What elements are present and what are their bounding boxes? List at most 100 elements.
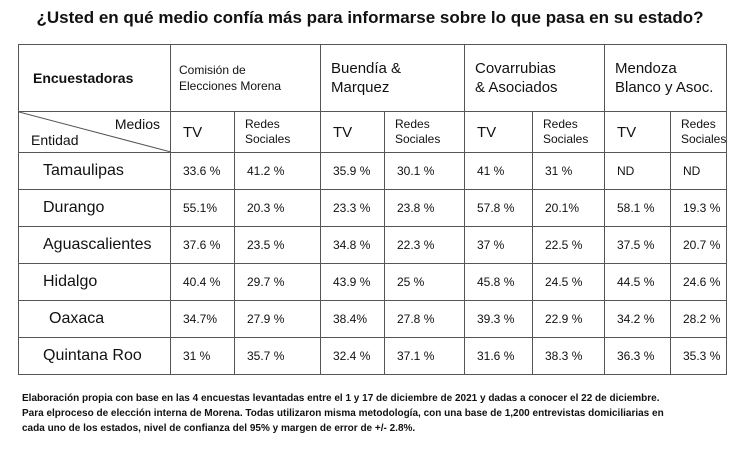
pollster-covarrubias: Covarrubias & Asociados bbox=[464, 44, 605, 112]
redes-header: Redes Sociales bbox=[384, 111, 465, 153]
value-cell: 24.6 % bbox=[669, 263, 728, 301]
value-cell: 37.1 % bbox=[384, 337, 465, 375]
sociales-line: Sociales bbox=[395, 132, 441, 146]
value-cell: 58.1 % bbox=[604, 189, 671, 227]
medios-label: Medios bbox=[114, 116, 160, 132]
value-cell: 44.5 % bbox=[604, 263, 671, 301]
value-cell: 23.8 % bbox=[384, 189, 465, 227]
tv-header: TV bbox=[464, 111, 533, 153]
note-line: cada uno de los estados, nivel de confia… bbox=[22, 423, 416, 434]
value-cell: 37.5 % bbox=[604, 226, 671, 264]
value-cell: 34.2 % bbox=[604, 300, 671, 338]
pollster-header-row: Encuestadoras Comisión de Elecciones Mor… bbox=[18, 44, 728, 112]
value-cell: 41 % bbox=[464, 152, 533, 190]
value-cell: 57.8 % bbox=[464, 189, 533, 227]
value-cell: 24.5 % bbox=[532, 263, 605, 301]
table-row: Durango 55.1% 20.3 % 23.3 % 23.8 % 57.8 % 20.1… bbox=[18, 189, 728, 227]
pollster-mendoza-blanco: Mendoza Blanco y Asoc. bbox=[603, 44, 728, 112]
tv-header: TV bbox=[604, 111, 671, 153]
value-cell: 29.7 % bbox=[234, 263, 321, 301]
tv-header: TV bbox=[170, 111, 235, 153]
value-cell: 22.5 % bbox=[532, 226, 605, 264]
note-line: Elaboración propia con base en las 4 enc… bbox=[22, 393, 660, 404]
redes-line: Redes bbox=[245, 117, 280, 131]
redes-line: Redes bbox=[395, 117, 430, 131]
value-cell: 31.6 % bbox=[464, 337, 533, 375]
table-row: Aguascalientes 37.6 % 23.5 % 34.8 % 22.3 % 37… bbox=[18, 226, 728, 264]
value-cell: 27.8 % bbox=[384, 300, 465, 338]
value-cell: 27.9 % bbox=[234, 300, 321, 338]
value-cell: 28.2 % bbox=[669, 300, 728, 338]
table-row: Hidalgo 40.4 % 29.7 % 43.9 % 25 % 45.8 % 24.5 … bbox=[18, 263, 728, 301]
pollster-name-line: Elecciones Morena bbox=[179, 79, 282, 93]
value-cell: 41.2 % bbox=[234, 152, 321, 190]
value-cell: 19.3 % bbox=[669, 189, 728, 227]
entidad-label: Entidad bbox=[31, 132, 79, 148]
pollster-buendia-marquez: Buendía & Marquez bbox=[320, 44, 465, 112]
sociales-line: Sociales bbox=[245, 132, 291, 146]
redes-header: Redes Sociales bbox=[532, 111, 605, 153]
page-title: ¿Usted en qué medio confía más para info… bbox=[36, 8, 704, 27]
entidad-cell: Hidalgo bbox=[18, 263, 171, 301]
value-cell: 31 % bbox=[532, 152, 605, 190]
redes-header: Redes Sociales bbox=[234, 111, 321, 153]
value-cell: 39.3 % bbox=[464, 300, 533, 338]
value-cell: 55.1% bbox=[170, 189, 235, 227]
value-cell: 20.3 % bbox=[234, 189, 321, 227]
pollster-name-line: & Asociados bbox=[475, 79, 558, 96]
value-cell: 32.4 % bbox=[320, 337, 385, 375]
value-cell: 37 % bbox=[464, 226, 533, 264]
value-cell: 38.3 % bbox=[532, 337, 605, 375]
medios-entidad-corner: Medios Entidad bbox=[18, 111, 171, 153]
table-row: Oaxaca 34.7% 27.9 % 38.4% 27.8 % 39.3 % 22.9 %… bbox=[18, 300, 728, 338]
value-cell: 31 % bbox=[170, 337, 235, 375]
value-cell: 40.4 % bbox=[170, 263, 235, 301]
pollster-name-line: Blanco y Asoc. bbox=[615, 79, 714, 96]
media-header-row: Medios Entidad TV Redes Sociales TV Rede… bbox=[18, 111, 728, 153]
note-line: Para elproceso de elección interna de Mo… bbox=[22, 408, 664, 419]
entidad-cell: Tamaulipas bbox=[18, 152, 171, 190]
value-cell: 43.9 % bbox=[320, 263, 385, 301]
sociales-line: Sociales bbox=[543, 132, 589, 146]
table-row: Quintana Roo 31 % 35.7 % 32.4 % 37.1 % 31.6 %… bbox=[18, 337, 728, 375]
value-cell: 35.7 % bbox=[234, 337, 321, 375]
value-cell: ND bbox=[604, 152, 671, 190]
value-cell: 35.3 % bbox=[669, 337, 728, 375]
pollster-name-line: Covarrubias bbox=[475, 60, 556, 77]
entidad-cell: Aguascalientes bbox=[18, 226, 171, 264]
entidad-cell: Durango bbox=[18, 189, 171, 227]
redes-header: Redes Sociales bbox=[669, 111, 728, 153]
value-cell: 34.8 % bbox=[320, 226, 385, 264]
tv-header: TV bbox=[320, 111, 385, 153]
value-cell: 37.6 % bbox=[170, 226, 235, 264]
sociales-line: Sociales bbox=[681, 132, 727, 146]
value-cell: 30.1 % bbox=[384, 152, 465, 190]
table-body: Tamaulipas 33.6 % 41.2 % 35.9 % 30.1 % 41 % 31… bbox=[18, 152, 728, 375]
value-cell: ND bbox=[669, 152, 728, 190]
value-cell: 22.9 % bbox=[532, 300, 605, 338]
value-cell: 34.7% bbox=[170, 300, 235, 338]
value-cell: 22.3 % bbox=[384, 226, 465, 264]
redes-line: Redes bbox=[681, 117, 716, 131]
pollster-name-line: Marquez bbox=[331, 79, 390, 96]
value-cell: 23.3 % bbox=[320, 189, 385, 227]
diagonal-divider bbox=[19, 112, 171, 152]
value-cell: 20.1% bbox=[532, 189, 605, 227]
value-cell: 25 % bbox=[384, 263, 465, 301]
value-cell: 35.9 % bbox=[320, 152, 385, 190]
pollster-name-line: Comisión de bbox=[179, 63, 246, 77]
value-cell: 33.6 % bbox=[170, 152, 235, 190]
value-cell: 45.8 % bbox=[464, 263, 533, 301]
encuestadoras-label: Encuestadoras bbox=[18, 44, 171, 112]
value-cell: 20.7 % bbox=[669, 226, 728, 264]
redes-line: Redes bbox=[543, 117, 578, 131]
pollster-name-line: Buendía & bbox=[331, 60, 402, 77]
value-cell: 23.5 % bbox=[234, 226, 321, 264]
pollster-comision-morena: Comisión de Elecciones Morena bbox=[170, 44, 321, 112]
entidad-cell: Quintana Roo bbox=[18, 337, 171, 375]
value-cell: 38.4% bbox=[320, 300, 385, 338]
methodology-note: Elaboración propia con base en las 4 enc… bbox=[22, 391, 732, 436]
value-cell: 36.3 % bbox=[604, 337, 671, 375]
pollster-name-line: Mendoza bbox=[615, 60, 677, 77]
table-row: Tamaulipas 33.6 % 41.2 % 35.9 % 30.1 % 41 % 31… bbox=[18, 152, 728, 190]
